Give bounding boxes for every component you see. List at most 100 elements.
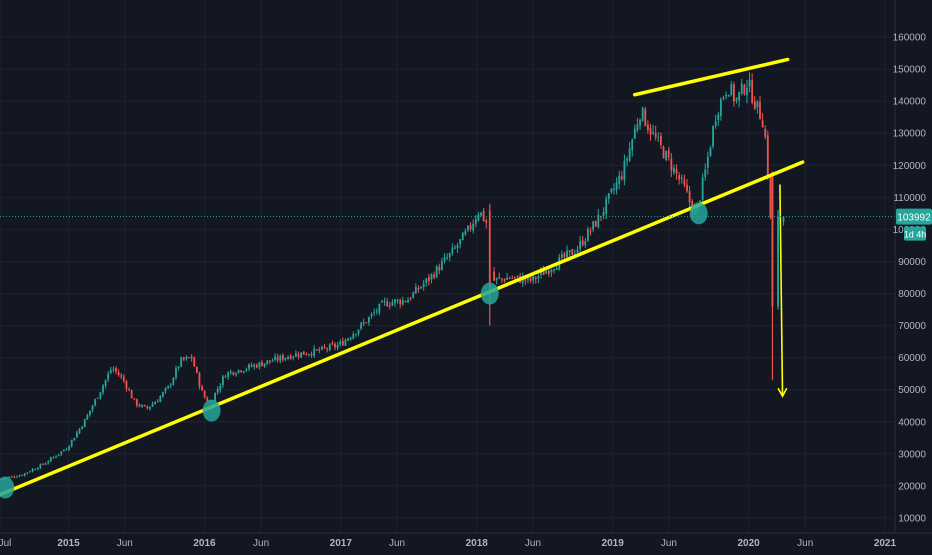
candle-body xyxy=(532,275,535,281)
candle-body xyxy=(748,79,751,87)
candle-body xyxy=(18,475,21,477)
candle-body xyxy=(362,322,365,325)
candle-body xyxy=(709,147,712,157)
candle-body xyxy=(573,253,576,255)
candle-body xyxy=(563,253,566,258)
candle-body xyxy=(242,371,245,373)
candle-body xyxy=(738,92,741,101)
candle-body xyxy=(469,225,472,229)
candle-body xyxy=(391,302,394,306)
candle-body xyxy=(154,402,157,405)
trendline-resistance xyxy=(632,57,790,97)
candle-body xyxy=(31,469,34,472)
candle-body xyxy=(407,299,409,303)
candle-body xyxy=(706,156,709,168)
candle-body xyxy=(83,419,86,428)
candle-body xyxy=(766,135,769,178)
candle-body xyxy=(451,247,454,254)
candle-body xyxy=(169,384,172,386)
candle-body xyxy=(182,357,185,360)
candle-body xyxy=(623,160,626,181)
candle-body xyxy=(381,301,383,303)
candle-body xyxy=(503,279,506,282)
candle-body xyxy=(156,401,159,403)
candle-body xyxy=(162,392,164,397)
grid xyxy=(0,0,895,533)
candle-body xyxy=(49,457,52,462)
candle-body xyxy=(352,334,355,339)
candle-body xyxy=(13,476,16,478)
current-price-label: 103992 xyxy=(897,213,931,224)
candle-body xyxy=(764,128,767,138)
candle-body xyxy=(735,98,738,101)
candle-body xyxy=(396,299,399,301)
candle-body xyxy=(240,370,243,373)
candle-body xyxy=(688,190,691,203)
price-tick-label: 10000 xyxy=(898,514,926,525)
candle-body xyxy=(592,221,595,230)
candle-body xyxy=(326,348,329,350)
candle-body xyxy=(279,355,282,361)
price-tick-label: 40000 xyxy=(898,417,926,428)
candle-body xyxy=(185,356,188,360)
trendline-touch-marker xyxy=(480,282,499,305)
candle-body xyxy=(566,250,568,258)
candle-body xyxy=(404,301,407,303)
candle-body xyxy=(75,432,78,438)
time-tick-label: Jun xyxy=(661,538,677,549)
time-tick-label: Jun xyxy=(253,538,269,549)
candle-body xyxy=(70,439,73,446)
candle-body xyxy=(245,369,248,371)
candle-body xyxy=(581,240,584,246)
candle-body xyxy=(675,169,678,174)
candle-body xyxy=(57,454,60,456)
candle-body xyxy=(540,270,542,276)
candle-body xyxy=(276,356,279,361)
candle-body xyxy=(673,167,675,173)
time-tick-label: 2018 xyxy=(466,538,489,549)
time-tick-label: Jun xyxy=(525,538,541,549)
candle-body xyxy=(633,128,636,139)
candle-body xyxy=(44,463,47,465)
time-axis[interactable]: Jul 2015 Jun 2016 Jun 2017 Jun 2018 Jun 2019 Jun 20… xyxy=(0,532,932,549)
candle-body xyxy=(47,461,50,464)
candle-body xyxy=(425,278,428,284)
candle-body xyxy=(268,360,271,362)
candle-body xyxy=(534,277,537,280)
price-tick-label: 30000 xyxy=(898,449,926,460)
candle-body xyxy=(714,121,717,126)
candle-body xyxy=(102,385,104,393)
candle-body xyxy=(221,376,224,386)
candle-body xyxy=(23,473,26,476)
candle-body xyxy=(128,389,130,391)
candle-body xyxy=(271,360,274,362)
candle-body xyxy=(248,364,250,369)
candle-body xyxy=(461,232,464,241)
candle-body xyxy=(130,390,133,399)
candle-body xyxy=(427,277,430,281)
candle-body xyxy=(201,386,203,391)
candle-body xyxy=(550,269,553,273)
candle-body xyxy=(8,476,11,478)
candle-body xyxy=(180,357,183,367)
candle-body xyxy=(514,276,516,278)
candle-body xyxy=(602,212,605,216)
candle-body xyxy=(683,179,686,185)
candle-body xyxy=(117,372,120,376)
candle-body xyxy=(594,220,597,227)
candle-body xyxy=(104,379,107,386)
trendline-touch-marker xyxy=(0,476,15,499)
candle-body xyxy=(258,362,261,368)
candle-body xyxy=(164,388,167,392)
candle-body xyxy=(16,476,18,478)
price-tick-label: 50000 xyxy=(898,385,926,396)
candle-body xyxy=(122,376,125,381)
candle-body xyxy=(172,378,175,385)
candle-body xyxy=(506,277,509,280)
candle-body xyxy=(652,131,655,134)
candle-body xyxy=(782,216,785,222)
candle-body xyxy=(420,286,422,289)
